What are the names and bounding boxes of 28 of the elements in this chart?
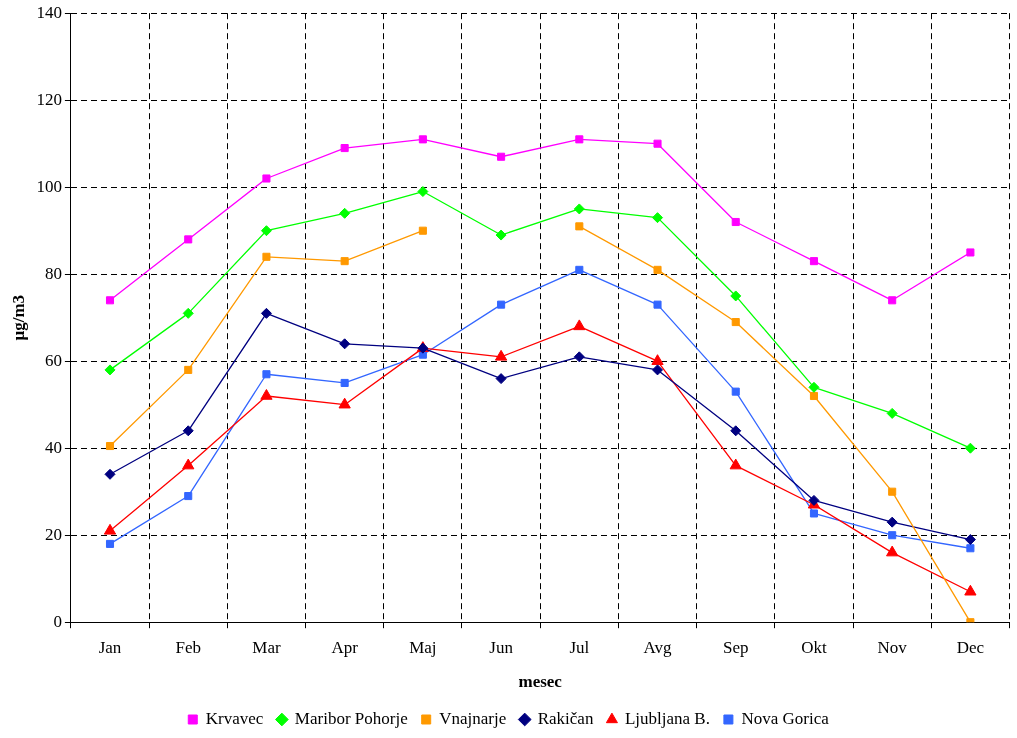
x-tick-label: Mar [252, 637, 281, 657]
y-tick-label: 120 [36, 89, 62, 109]
legend-label: Krvavec [205, 708, 264, 728]
x-axis-title: mesec [518, 672, 563, 692]
x-tick-label: Avg [643, 637, 673, 657]
y-tick-label: 60 [44, 350, 62, 370]
x-tick-label: Okt [801, 637, 827, 657]
legend-label: Ljubljana B. [624, 708, 710, 728]
y-tick-label: 20 [44, 524, 62, 544]
legend-label: Maribor Pohorje [294, 708, 408, 728]
legend-label: Vnajnarje [439, 708, 507, 728]
x-tick-label: Sep [722, 637, 749, 657]
x-tick-label: Jan [98, 637, 122, 657]
y-tick-label: 40 [44, 437, 62, 457]
x-tick-label: Nov [877, 637, 908, 657]
y-axis-title: μg/m3 [8, 294, 28, 341]
x-tick-label: Dec [956, 637, 985, 657]
x-tick-label: Jun [489, 637, 514, 657]
y-tick-label: 80 [44, 263, 62, 283]
x-tick-label: Jul [569, 637, 590, 657]
x-tick-label: Maj [409, 637, 437, 657]
y-tick-label: 0 [53, 611, 62, 631]
y-tick-label: 140 [36, 2, 62, 22]
x-tick-label: Apr [331, 637, 359, 657]
y-tick-label: 100 [36, 176, 62, 196]
x-tick-label: Feb [175, 637, 201, 657]
legend-label: Rakičan [537, 708, 594, 728]
legend-label: Nova Gorica [741, 708, 830, 728]
